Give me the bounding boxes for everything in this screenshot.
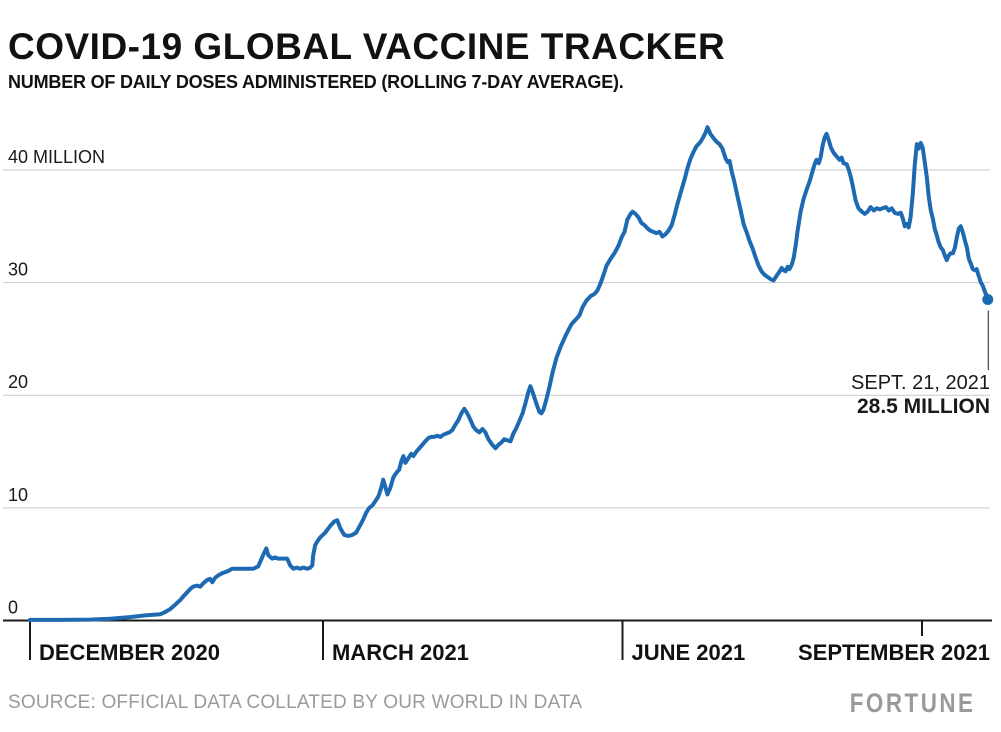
data-line	[28, 125, 990, 622]
x-axis-label: MARCH 2021	[332, 640, 469, 665]
y-axis-label: 10	[8, 485, 28, 505]
source-credit: SOURCE: OFFICIAL DATA COLLATED BY OUR WO…	[8, 692, 583, 713]
x-axis-label: JUNE 2021	[632, 640, 746, 665]
gridlines-group	[3, 169, 990, 509]
fortune-logo: FORTUNE	[849, 688, 975, 718]
annotation-value: 28.5 MILLION	[856, 395, 990, 418]
axis-group	[3, 619, 992, 660]
y-axis-label: 0	[8, 598, 18, 618]
series-group	[28, 125, 994, 622]
x-axis-label: SEPTEMBER 2021	[798, 640, 990, 665]
endpoint-dot	[982, 294, 994, 306]
axis-labels-group: 0 10 20 30 40 MILLION DECEMBER 2020 MARCH 2021…	[8, 147, 990, 665]
page-subtitle: NUMBER OF DAILY DOSES ADMINISTERED (ROLL…	[8, 72, 624, 92]
y-axis-label: 20	[8, 372, 28, 392]
annotation-date: SEPT. 21, 2021	[851, 372, 990, 394]
endpoint-annotation: SEPT. 21, 2021 28.5 MILLION	[851, 372, 990, 419]
y-axis-label: 30	[8, 260, 28, 280]
x-axis-label: DECEMBER 2020	[39, 640, 220, 665]
y-axis-label: 40 MILLION	[8, 147, 105, 167]
page-title: COVID-19 GLOBAL VACCINE TRACKER	[8, 26, 726, 67]
